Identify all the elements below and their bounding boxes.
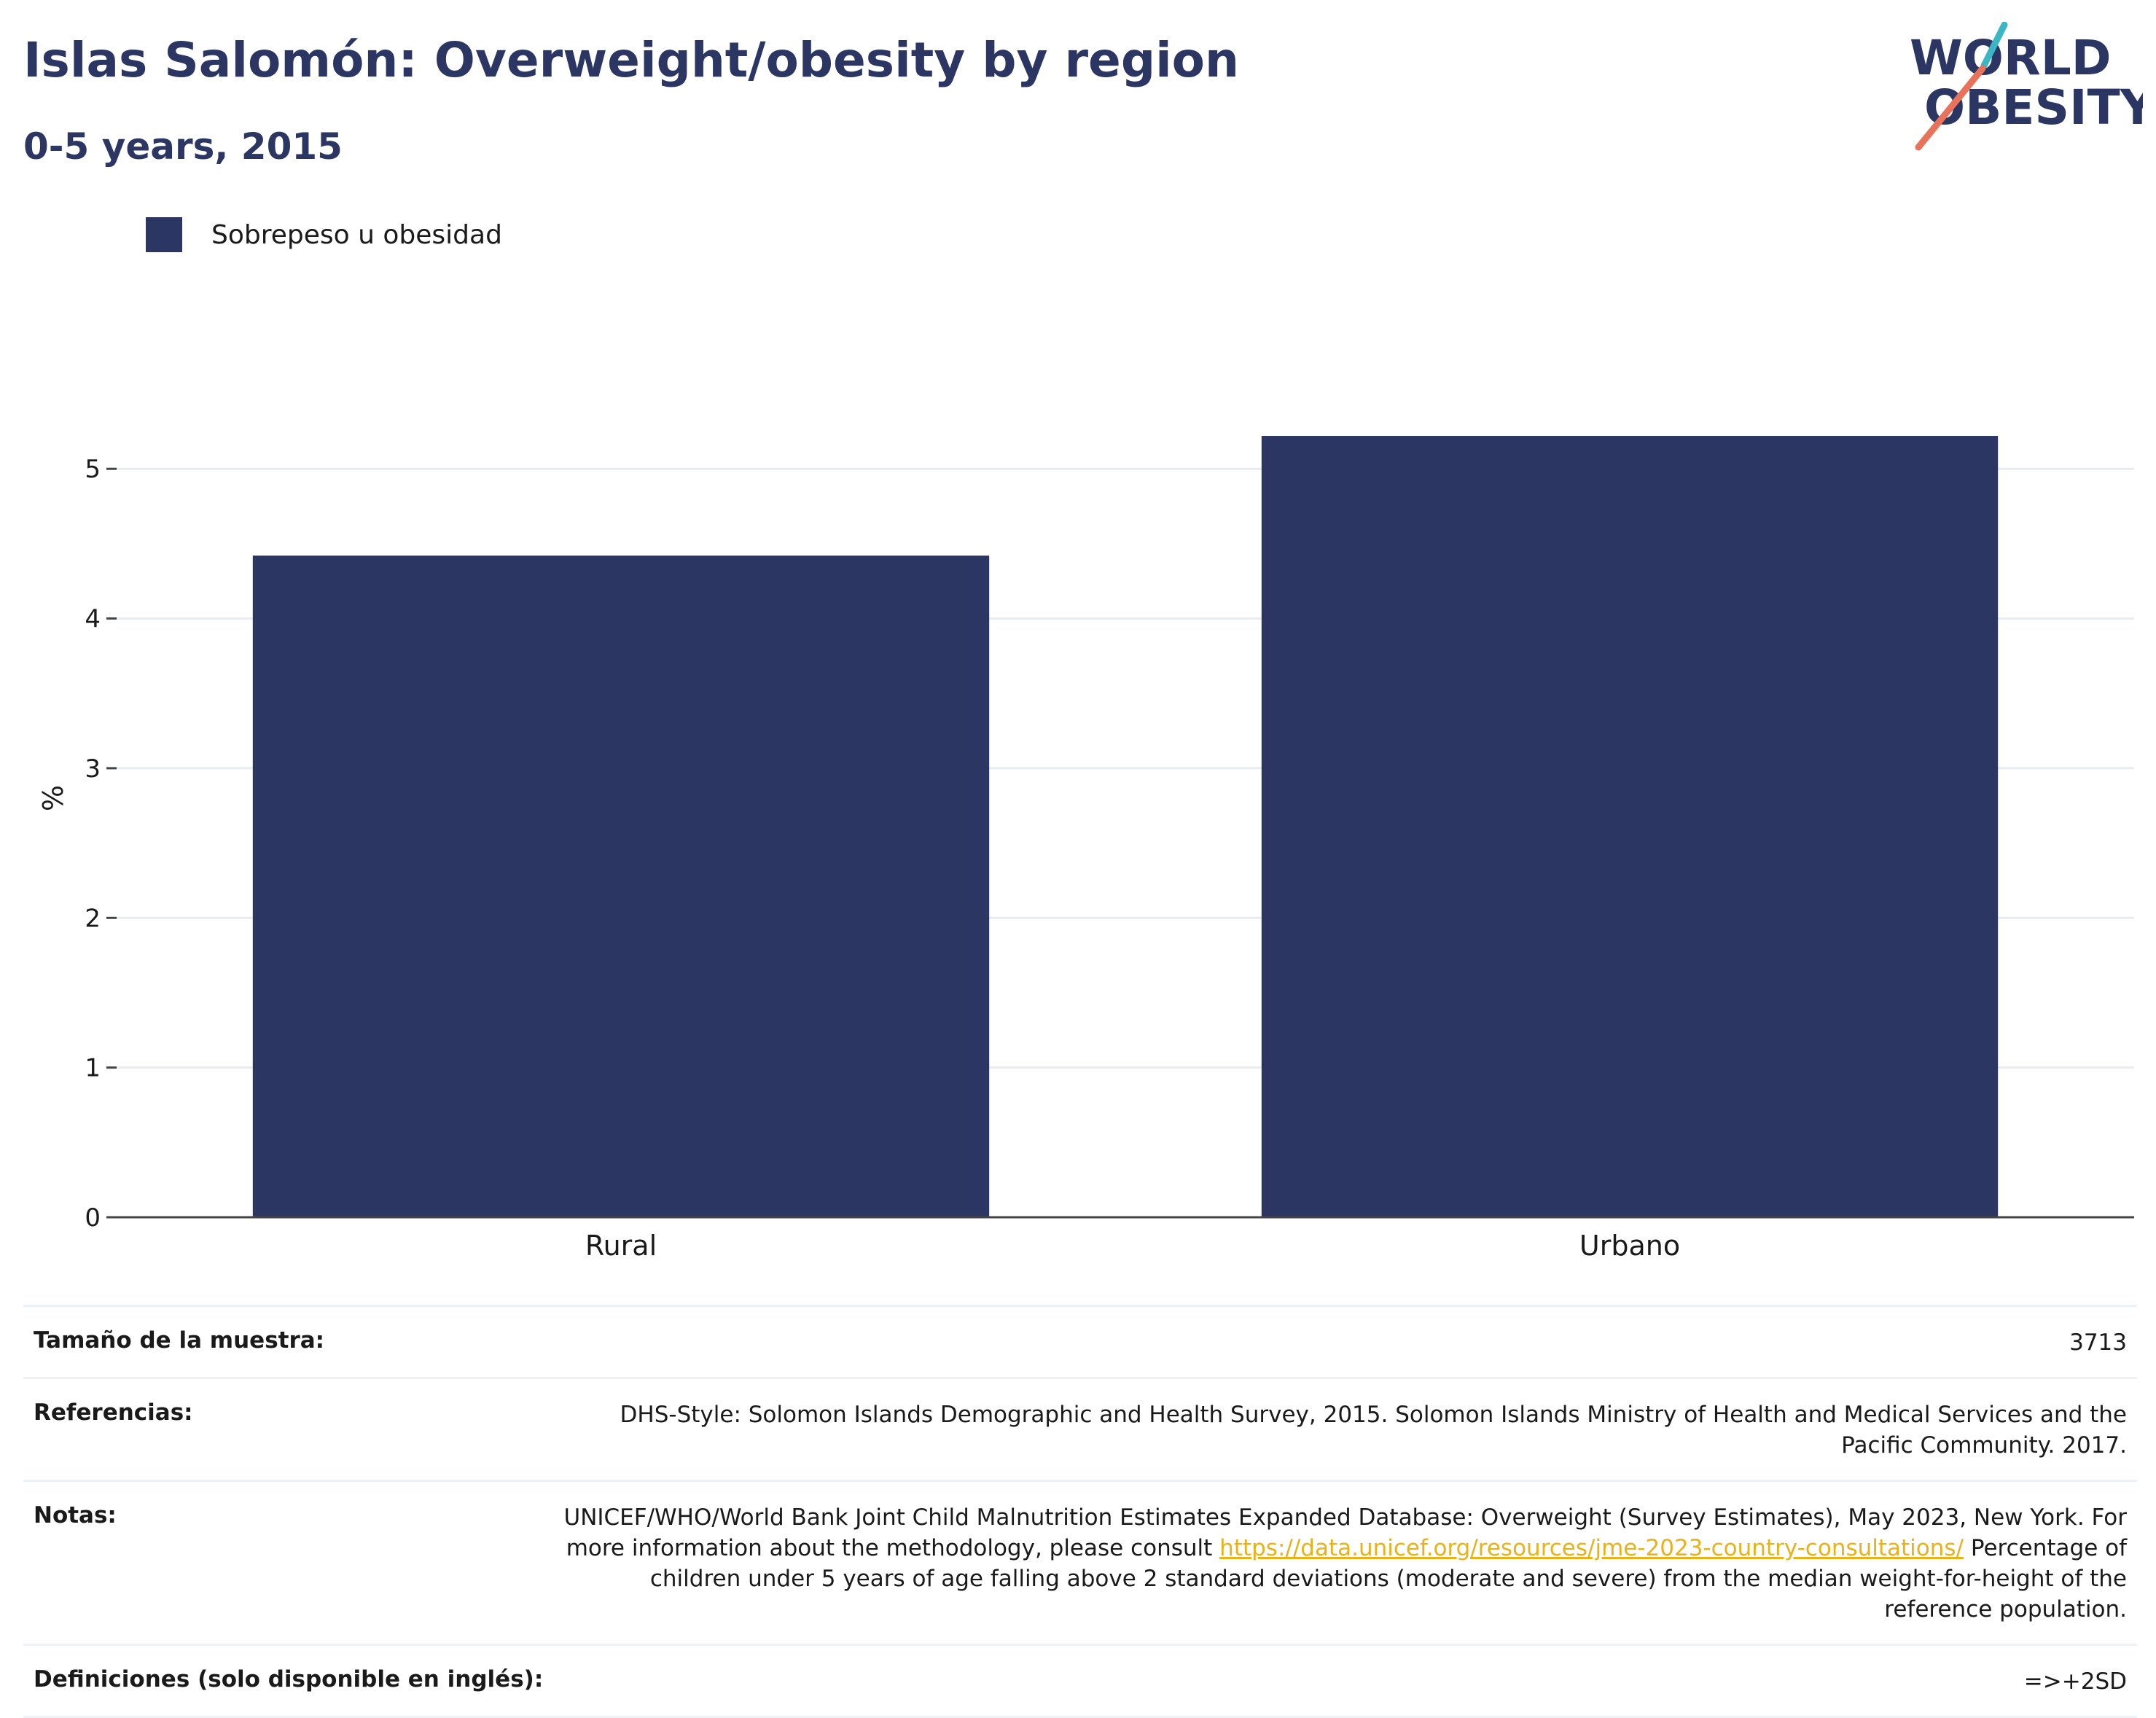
y-tick-labels: 0 1 2 3 4 5 — [85, 455, 117, 1233]
bar-rural[interactable] — [252, 555, 990, 1217]
bar-urbano[interactable] — [1261, 436, 1999, 1218]
y-tick-label: 2 — [85, 904, 101, 933]
y-tick-label: 4 — [85, 605, 101, 634]
chart-subtitle: 0-5 years, 2015 — [23, 125, 343, 168]
world-obesity-logo: WORLD OBESITY — [1910, 22, 2143, 151]
legend-label: Sobrepeso u obesidad — [211, 219, 502, 250]
logo-slash-coral — [1915, 65, 1986, 151]
y-tick-label: 1 — [85, 1054, 101, 1083]
notes-value: UNICEF/WHO/World Bank Joint Child Malnut… — [560, 1502, 2128, 1625]
y-tick-label: 3 — [85, 754, 101, 784]
legend[interactable]: Sobrepeso u obesidad — [146, 216, 502, 254]
definitions-value: =>+2SD — [2023, 1668, 2127, 1695]
logo-text-world: WORLD — [1910, 30, 2112, 86]
y-axis-label: % — [36, 785, 68, 811]
info-row-references: Referencias: DHS-Style: Solomon Islands … — [23, 1377, 2137, 1480]
info-row-sample: Tamaño de la muestra: 3713 — [23, 1305, 2137, 1377]
bar-chart: 0 1 2 3 4 5 Rural Urbano % — [36, 436, 2134, 1262]
info-row-notes: Notas: UNICEF/WHO/World Bank Joint Child… — [23, 1480, 2137, 1644]
x-tick-label: Rural — [585, 1230, 657, 1262]
definitions-label: Definiciones (solo disponible en inglés)… — [34, 1666, 544, 1692]
legend-swatch — [146, 217, 182, 252]
logo-text-obesity: OBESITY — [1924, 79, 2143, 136]
y-tick-label: 5 — [85, 455, 101, 484]
references-value: DHS-Style: Solomon Islands Demographic a… — [620, 1402, 2127, 1459]
x-tick-label: Urbano — [1579, 1230, 1680, 1262]
y-tick-label: 0 — [85, 1203, 101, 1233]
notes-text-before: UNICEF/WHO/World Bank Joint Child Malnut… — [563, 1504, 2128, 1561]
methodology-link[interactable]: https://data.unicef.org/resources/jme-20… — [1219, 1535, 1964, 1561]
sample-size-value: 3713 — [2069, 1330, 2127, 1356]
info-table: Tamaño de la muestra: 3713 Referencias: … — [23, 1305, 2137, 1718]
sample-size-label: Tamaño de la muestra: — [34, 1327, 325, 1354]
x-tick-labels: Rural Urbano — [585, 1230, 1680, 1262]
notes-label: Notas: — [34, 1502, 117, 1528]
references-label: Referencias: — [34, 1399, 193, 1426]
notes-text-after: Percentage of children under 5 years of … — [649, 1535, 2127, 1623]
info-row-definitions: Definiciones (solo disponible en inglés)… — [23, 1644, 2137, 1718]
logo-slash-teal — [1980, 22, 2008, 69]
bars — [252, 436, 1999, 1218]
chart-title: Islas Salomón: Overweight/obesity by reg… — [23, 32, 1240, 88]
